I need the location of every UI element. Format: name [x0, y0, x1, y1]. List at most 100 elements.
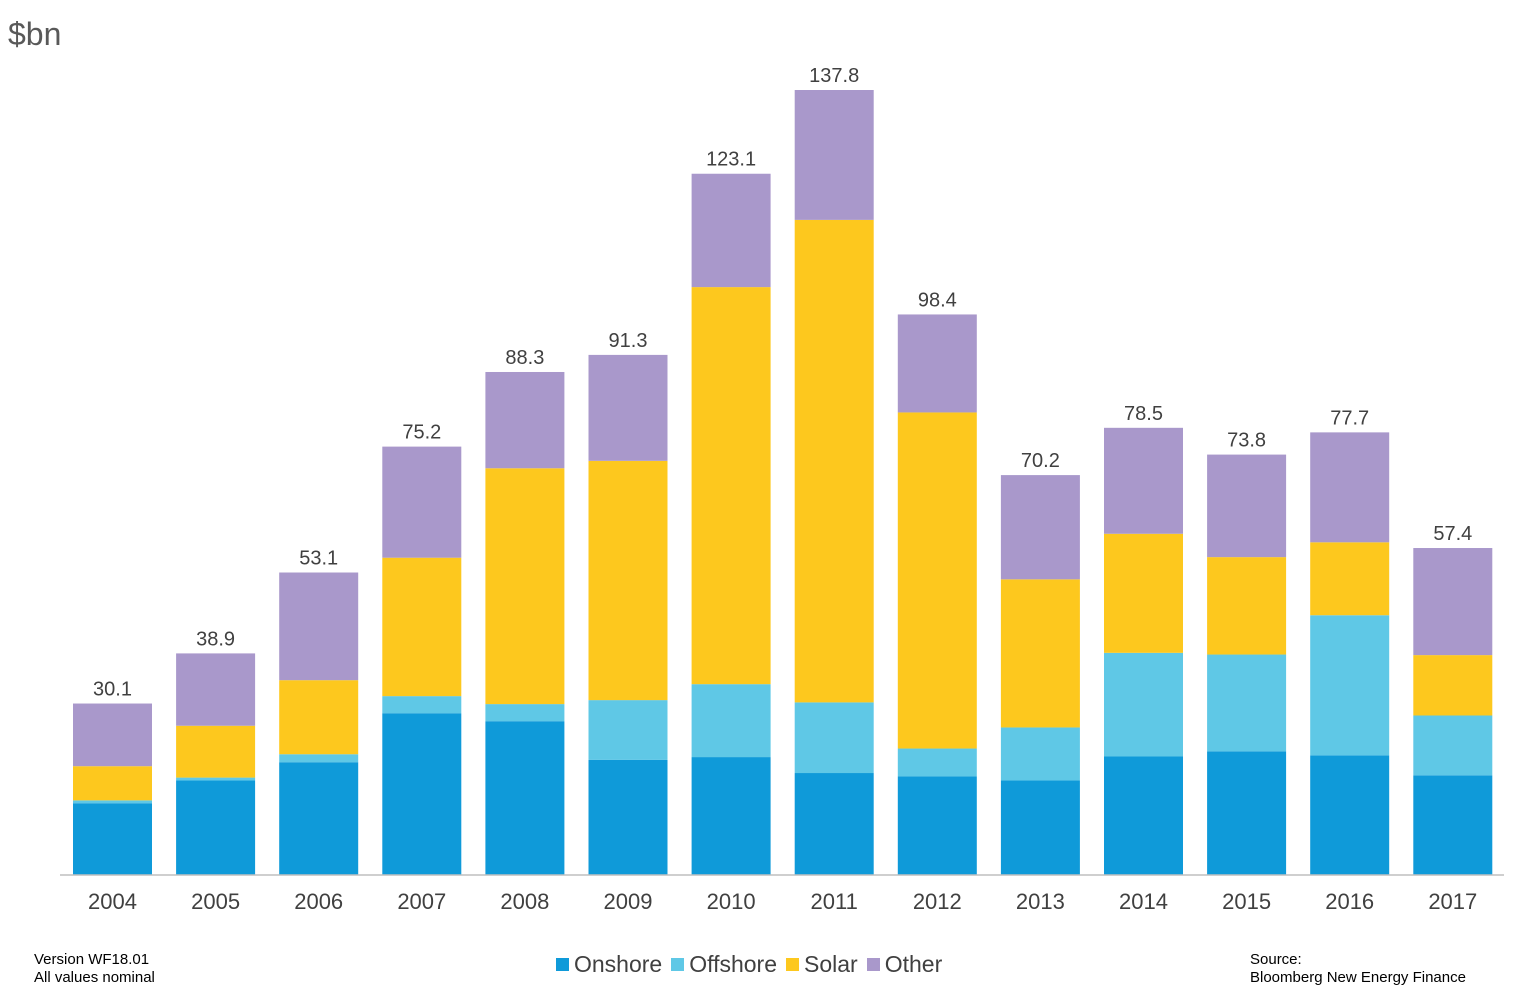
bar-segment-offshore-2008: [485, 704, 565, 722]
bar-segment-offshore-2005: [176, 777, 256, 781]
bar-segment-offshore-2012: [897, 748, 977, 777]
total-label-2009: 91.3: [609, 330, 648, 352]
bar-segment-onshore-2013: [1000, 780, 1080, 875]
bar-segment-onshore-2008: [485, 721, 565, 875]
bar-segment-offshore-2007: [382, 696, 462, 714]
x-tick-label-2016: 2016: [1325, 889, 1374, 914]
bar-segment-offshore-2013: [1000, 727, 1080, 781]
x-tick-label-2014: 2014: [1119, 889, 1168, 914]
bar-segment-other-2006: [279, 572, 359, 681]
bar-segment-onshore-2016: [1310, 755, 1390, 875]
bar-segment-solar-2009: [588, 460, 668, 701]
source-label: Source:: [1250, 951, 1302, 968]
legend-swatch-other: [866, 958, 880, 971]
bar-segment-solar-2004: [73, 766, 152, 801]
bar-segment-other-2012: [897, 314, 977, 413]
legend-item-offshore: Offshore: [671, 951, 777, 978]
bar-segment-other-2016: [1310, 432, 1390, 543]
legend-swatch-offshore: [671, 958, 685, 971]
bar-segment-onshore-2009: [588, 759, 668, 875]
total-label-2008: 88.3: [505, 347, 544, 369]
bar-segment-other-2015: [1207, 454, 1287, 558]
x-tick-label-2006: 2006: [294, 889, 343, 914]
y-axis-unit-label: $bn: [8, 16, 62, 52]
total-label-2011: 137.8: [809, 65, 859, 87]
bar-segment-offshore-2010: [691, 684, 771, 758]
total-label-2015: 73.8: [1227, 430, 1266, 452]
bar-segment-onshore-2017: [1413, 775, 1493, 875]
x-tick-label-2010: 2010: [707, 889, 756, 914]
bar-segment-other-2009: [588, 354, 668, 461]
bar-segment-other-2014: [1104, 427, 1183, 534]
source-name: Bloomberg New Energy Finance: [1250, 969, 1466, 986]
total-label-2013: 70.2: [1021, 450, 1060, 472]
bar-segment-solar-2005: [176, 725, 256, 778]
x-tick-label-2007: 2007: [397, 889, 446, 914]
bar-segment-offshore-2011: [794, 702, 874, 774]
bar-segment-solar-2010: [691, 287, 771, 685]
x-tick-label-2008: 2008: [500, 889, 549, 914]
total-label-2014: 78.5: [1124, 403, 1163, 425]
bar-segment-solar-2015: [1207, 557, 1287, 655]
bar-segment-offshore-2014: [1104, 652, 1183, 757]
bar-segment-offshore-2016: [1310, 615, 1390, 756]
total-label-2004: 30.1: [93, 679, 132, 701]
bar-segment-onshore-2010: [691, 757, 771, 875]
footer-version-note: Version WF18.01 All values nominal: [34, 951, 155, 987]
bar-segment-offshore-2006: [279, 754, 359, 763]
x-tick-label-2011: 2011: [811, 889, 858, 914]
footer-source: Source: Bloomberg New Energy Finance: [1250, 951, 1466, 987]
bar-segment-solar-2014: [1104, 533, 1183, 653]
bar-segment-other-2011: [794, 90, 874, 220]
legend-label-offshore: Offshore: [689, 951, 778, 977]
bar-segment-solar-2008: [485, 468, 565, 705]
bar-segment-other-2017: [1413, 548, 1493, 656]
bar-segment-onshore-2005: [176, 780, 256, 875]
chart-legend: Onshore Offshore Solar Other: [556, 951, 951, 978]
legend-swatch-solar: [786, 958, 800, 971]
legend-label-solar: Solar: [804, 951, 858, 977]
bar-segment-solar-2011: [794, 219, 874, 703]
x-tick-label-2015: 2015: [1222, 889, 1271, 914]
legend-item-other: Other: [866, 951, 943, 978]
x-tick-label-2005: 2005: [191, 889, 240, 914]
bar-segment-offshore-2009: [588, 700, 668, 760]
bar-segment-solar-2017: [1413, 655, 1493, 716]
legend-item-solar: Solar: [786, 951, 858, 978]
bar-segment-offshore-2004: [73, 800, 152, 804]
total-label-2010: 123.1: [706, 149, 756, 171]
version-text: Version WF18.01: [34, 951, 150, 968]
x-tick-label-2013: 2013: [1016, 889, 1065, 914]
values-note-text: All values nominal: [34, 969, 155, 986]
bar-segment-other-2010: [691, 173, 771, 288]
x-tick-label-2004: 2004: [88, 889, 137, 914]
bar-segment-onshore-2004: [73, 803, 152, 875]
bar-segment-solar-2013: [1000, 579, 1080, 728]
total-label-2007: 75.2: [402, 422, 441, 444]
bar-segment-solar-2016: [1310, 542, 1390, 616]
total-label-2016: 77.7: [1330, 407, 1369, 429]
bar-segment-onshore-2014: [1104, 756, 1183, 875]
legend-item-onshore: Onshore: [556, 951, 662, 978]
bar-segment-other-2005: [176, 653, 256, 726]
x-tick-label-2017: 2017: [1428, 889, 1477, 914]
legend-label-onshore: Onshore: [574, 951, 663, 977]
legend-swatch-onshore: [556, 958, 569, 971]
legend-label-other: Other: [884, 951, 943, 977]
bar-segment-other-2004: [73, 703, 152, 767]
total-label-2005: 38.9: [196, 628, 235, 650]
x-tick-label-2012: 2012: [913, 889, 962, 914]
bar-segment-solar-2012: [897, 412, 977, 749]
total-label-2017: 57.4: [1433, 523, 1472, 545]
total-label-2012: 98.4: [918, 289, 957, 311]
bar-segment-onshore-2007: [382, 713, 462, 875]
bar-segment-other-2007: [382, 446, 462, 558]
x-tick-label-2009: 2009: [604, 889, 653, 914]
bar-segment-other-2013: [1000, 475, 1080, 580]
bar-segment-solar-2007: [382, 557, 462, 697]
bar-segment-offshore-2015: [1207, 654, 1287, 752]
bar-segment-other-2008: [485, 371, 565, 469]
bar-segment-offshore-2017: [1413, 715, 1493, 776]
bar-segment-onshore-2012: [897, 776, 977, 875]
bar-segment-onshore-2011: [794, 773, 874, 875]
